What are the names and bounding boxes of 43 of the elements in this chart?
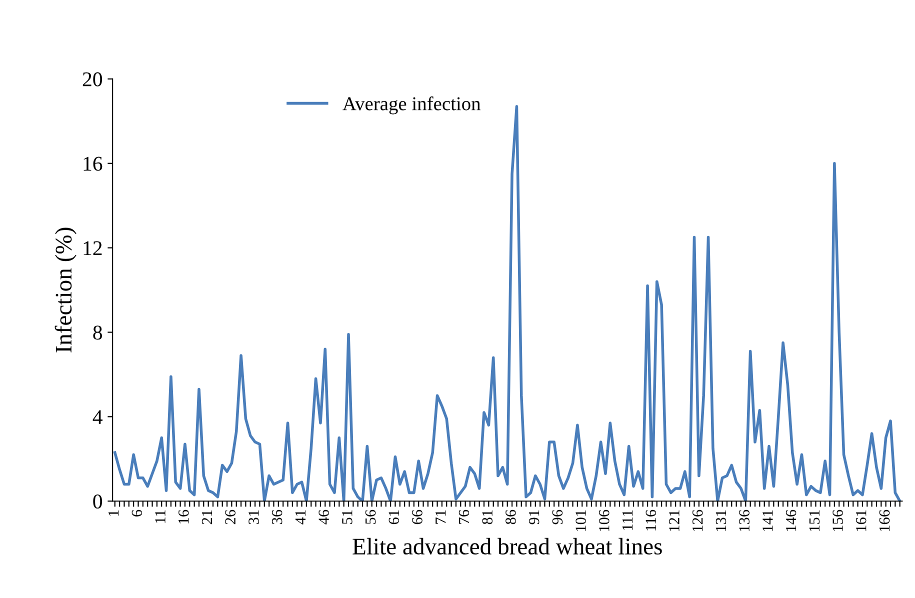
x-tick-label: 76 xyxy=(458,510,470,524)
x-tick-label: 46 xyxy=(318,510,329,524)
x-tick-label: 166 xyxy=(879,510,890,532)
x-tick-label: 116 xyxy=(646,510,656,530)
x-tick-label: 16 xyxy=(178,510,189,524)
legend-label: Average infection xyxy=(342,96,481,114)
x-tick-label: 71 xyxy=(436,510,446,524)
y-tick-label: 20 xyxy=(82,72,102,86)
x-tick-label: 86 xyxy=(506,510,516,524)
x-tick-label: 11 xyxy=(155,510,166,523)
y-tick-label: 4 xyxy=(92,410,102,424)
y-tick-label: 16 xyxy=(84,156,102,171)
x-tick-label: 141 xyxy=(762,510,773,532)
y-tick-label: 0 xyxy=(93,494,102,509)
x-tick-label: 81 xyxy=(482,510,492,524)
y-axis-title: Infection (%) xyxy=(54,228,76,352)
x-tick-label: 36 xyxy=(272,510,282,524)
x-tick-label: 56 xyxy=(365,510,376,524)
y-tick-label: 12 xyxy=(84,241,102,256)
x-tick-label: 1 xyxy=(108,510,119,516)
x-tick-label: 106 xyxy=(599,510,610,532)
x-tick-label: 126 xyxy=(692,510,703,532)
x-tick-label: 66 xyxy=(412,510,422,524)
x-tick-label: 26 xyxy=(225,510,236,524)
x-tick-label: 146 xyxy=(786,510,796,532)
x-tick-label: 51 xyxy=(342,510,352,524)
x-tick-label: 111 xyxy=(622,510,633,530)
x-tick-label: 161 xyxy=(856,510,866,532)
x-tick-label: 101 xyxy=(576,510,586,532)
x-tick-label: 96 xyxy=(552,510,563,524)
x-tick-label: 41 xyxy=(295,510,306,524)
x-tick-label: 131 xyxy=(716,510,726,532)
y-tick-label: 8 xyxy=(93,326,102,340)
x-tick-label: 91 xyxy=(528,510,540,524)
x-tick-label: 151 xyxy=(809,510,820,532)
x-tick-label: 6 xyxy=(132,510,142,516)
x-tick-label: 121 xyxy=(669,510,680,532)
x-axis-title: Elite advanced bread wheat lines xyxy=(352,538,662,555)
x-tick-label: 21 xyxy=(202,510,212,524)
x-tick-label: 156 xyxy=(832,510,843,532)
x-tick-label: 31 xyxy=(248,510,259,524)
x-tick-label: 136 xyxy=(739,510,750,532)
x-tick-label: 61 xyxy=(388,510,400,524)
